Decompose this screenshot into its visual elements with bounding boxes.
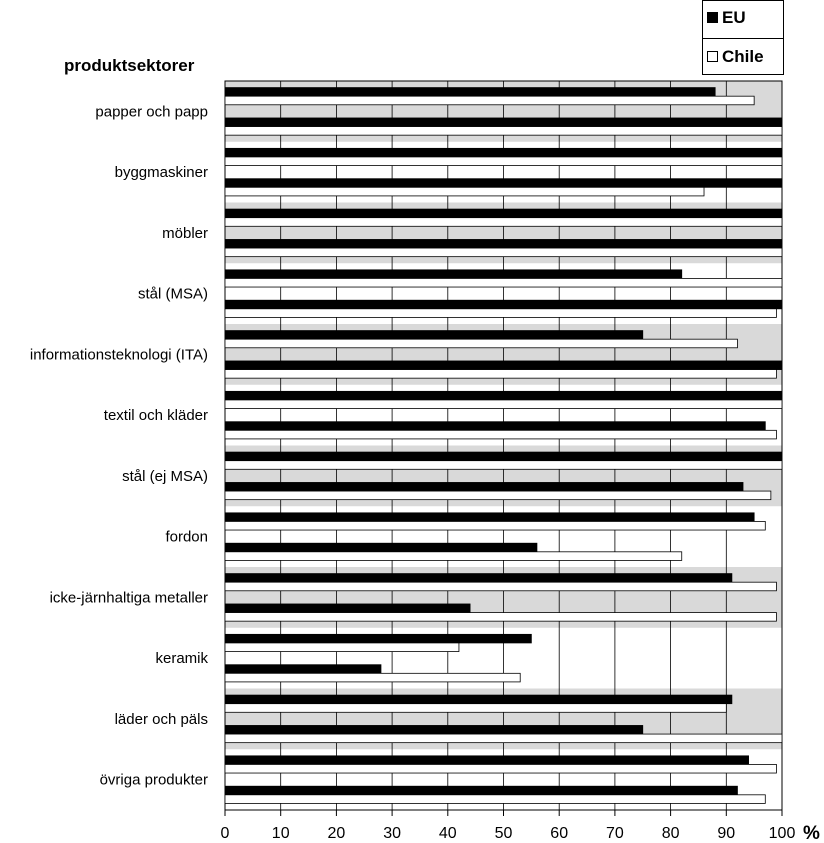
bar-eu [224, 451, 783, 462]
bar-eu [224, 390, 783, 401]
legend-item-chile: Chile [707, 47, 764, 67]
category-label: keramik [155, 650, 208, 667]
bar-chile [224, 733, 783, 744]
bar-eu [224, 573, 733, 583]
bar-eu [224, 299, 783, 310]
x-tick-label: 50 [495, 825, 513, 842]
bar-chile [224, 95, 755, 106]
x-tick-label: 60 [550, 825, 568, 842]
bar-eu [224, 360, 783, 370]
category-label: övriga produkter [100, 772, 208, 789]
category-label: byggmaskiner [115, 164, 208, 181]
x-tick-label: 10 [272, 825, 290, 842]
bar-eu [224, 603, 471, 613]
bars [224, 87, 783, 804]
x-axis-unit: % [803, 823, 820, 843]
category-label: papper och papp [95, 103, 208, 120]
bar-chile [224, 490, 772, 501]
x-tick-label: 30 [383, 825, 401, 842]
x-tick-label: 90 [717, 825, 735, 842]
chart-title: produktsektorer [64, 56, 195, 75]
bar-eu [224, 87, 716, 97]
grid-lines [224, 80, 783, 811]
x-tick-label: 70 [606, 825, 624, 842]
legend-label-eu: EU [722, 8, 746, 27]
category-label: möbler [162, 225, 208, 242]
x-tick-label: 80 [662, 825, 680, 842]
series-eu [224, 87, 783, 796]
bar-chile [224, 794, 766, 804]
bar-chile [224, 551, 683, 561]
bar-chile [224, 764, 777, 774]
category-label: fordon [165, 529, 208, 546]
bar-chile [224, 672, 521, 683]
legend-swatch-eu [707, 12, 718, 23]
bar-eu [224, 664, 382, 674]
legend-swatch-chile [707, 51, 718, 62]
category-label: icke-järnhaltiga metaller [50, 589, 208, 606]
bar-chile [224, 612, 777, 622]
legend-divider [703, 38, 783, 39]
bar-eu [224, 421, 766, 431]
bar-chile [224, 126, 783, 136]
bar-chile [224, 642, 460, 652]
legend-item-eu: EU [707, 8, 746, 28]
bar-eu [224, 785, 738, 796]
category-label: stål (ej MSA) [122, 468, 208, 485]
bar-eu [224, 694, 733, 705]
category-label: stål (MSA) [138, 286, 208, 303]
bar-eu [224, 117, 783, 127]
x-tick-label: 20 [328, 825, 346, 842]
bar-chile [224, 156, 783, 166]
x-tick-label: 100 [769, 825, 796, 842]
bar-chile [224, 703, 727, 713]
bar-eu [224, 330, 644, 340]
bar-chile [224, 278, 783, 288]
bar-chile [224, 247, 783, 258]
legend: EU Chile [702, 0, 784, 75]
bar-eu [224, 542, 538, 553]
bar-eu [224, 178, 783, 188]
bar-eu [224, 633, 532, 644]
bar-eu [224, 239, 783, 249]
legend-label-chile: Chile [722, 47, 764, 66]
bar-eu [224, 147, 783, 158]
bar-chile [224, 460, 783, 470]
bar-chile [224, 308, 777, 318]
category-labels: papper och papp byggmaskiner möbler stål (M… [30, 103, 209, 788]
bar-chile [224, 399, 783, 409]
x-tick-labels: 0 10 20 30 40 50 60 70 80 90 100 [221, 810, 796, 842]
series-chile [224, 95, 783, 804]
category-label: läder och päls [115, 711, 208, 728]
bar-chile [224, 369, 777, 379]
bar-chile [224, 186, 705, 197]
bar-eu [224, 208, 783, 219]
bar-eu [224, 512, 755, 522]
bar-eu [224, 482, 744, 492]
bar-eu [224, 269, 683, 279]
bar-chile [224, 338, 738, 349]
x-tick-label: 40 [439, 825, 457, 842]
category-label: textil och kläder [104, 407, 208, 424]
bar-chile [224, 217, 783, 227]
x-tick-label: 0 [221, 825, 230, 842]
bar-chile [224, 429, 777, 440]
bar-eu [224, 755, 749, 765]
category-label: informationsteknologi (ITA) [30, 346, 208, 363]
bar-eu [224, 725, 644, 735]
bar-chile [224, 521, 766, 531]
bar-chile [224, 581, 777, 592]
